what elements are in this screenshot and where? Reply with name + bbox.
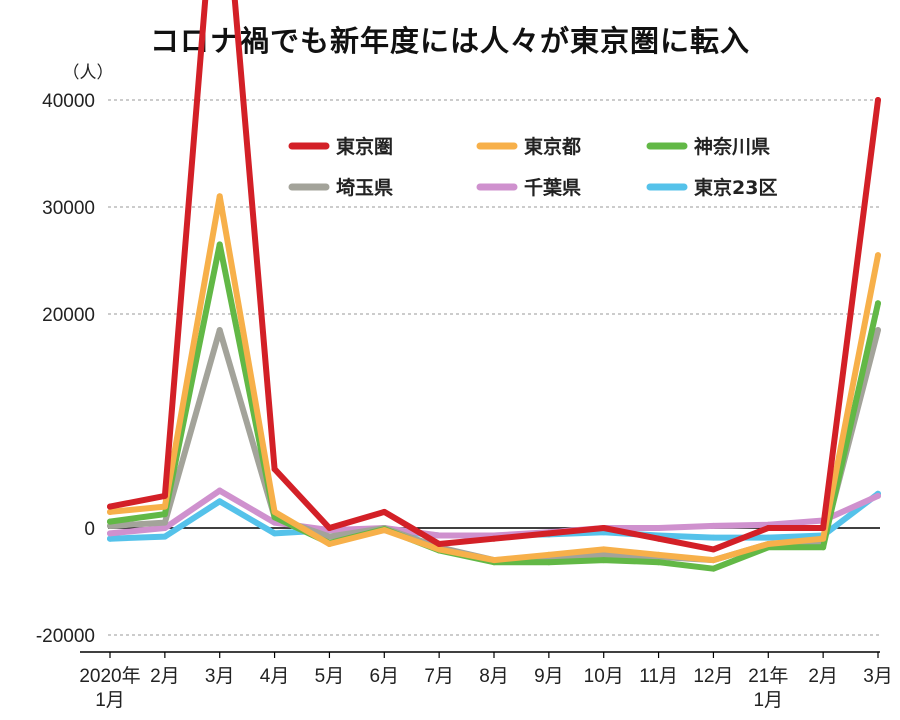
data-point bbox=[271, 508, 278, 515]
y-tick-label: 80000 bbox=[42, 0, 95, 5]
data-point bbox=[216, 327, 223, 334]
x-tick-label: 5月 bbox=[315, 666, 345, 687]
data-point bbox=[107, 530, 113, 537]
data-point bbox=[436, 546, 443, 553]
data-point bbox=[545, 530, 552, 537]
x-tick-label: 7月 bbox=[424, 666, 454, 687]
data-point bbox=[710, 546, 717, 553]
data-point bbox=[875, 327, 881, 334]
data-point bbox=[216, 241, 223, 248]
data-point bbox=[820, 535, 827, 542]
data-point bbox=[820, 544, 827, 551]
data-point bbox=[491, 535, 497, 542]
x-tick-label: 10月 bbox=[584, 666, 624, 687]
x-tick-label: 9月 bbox=[534, 666, 564, 687]
data-point bbox=[216, 487, 223, 494]
data-point bbox=[600, 525, 607, 531]
x-tick-label: 6月 bbox=[369, 666, 399, 687]
data-point bbox=[271, 530, 278, 537]
y-tick-label: 20000 bbox=[42, 305, 95, 326]
data-point bbox=[326, 541, 333, 548]
legend-label: 千葉県 bbox=[524, 177, 581, 199]
data-point bbox=[655, 525, 662, 531]
data-point bbox=[107, 503, 113, 510]
data-point bbox=[107, 518, 113, 525]
data-point bbox=[820, 525, 827, 531]
data-point bbox=[710, 522, 717, 529]
legend-label: 東京圏 bbox=[336, 135, 393, 158]
data-point bbox=[161, 519, 168, 526]
data-point bbox=[161, 492, 168, 499]
data-point bbox=[875, 252, 881, 259]
data-point bbox=[491, 557, 497, 564]
x-tick-label: 2月 bbox=[808, 666, 838, 687]
data-point bbox=[600, 546, 607, 553]
data-point bbox=[107, 535, 113, 542]
data-point bbox=[161, 511, 168, 518]
x-tick-label: 21年 1月 bbox=[748, 665, 788, 711]
data-point bbox=[600, 557, 607, 564]
x-tick-label: 2020年 1月 bbox=[79, 665, 140, 711]
data-point bbox=[710, 534, 717, 541]
data-point bbox=[161, 533, 168, 540]
data-point bbox=[161, 525, 168, 531]
data-point bbox=[545, 559, 552, 566]
data-point bbox=[436, 532, 443, 539]
data-point bbox=[875, 492, 881, 499]
data-point bbox=[765, 525, 772, 531]
data-point bbox=[655, 535, 662, 542]
chart-title: コロナ禍でも新年度には人々が東京圏に転入 bbox=[149, 24, 750, 58]
y-tick-label: 40000 bbox=[42, 91, 95, 112]
y-tick-label: 0 bbox=[84, 519, 95, 540]
x-tick-label: 11月 bbox=[639, 666, 678, 687]
data-point bbox=[381, 508, 388, 515]
legend-label: 神奈川県 bbox=[694, 135, 770, 158]
data-point bbox=[326, 525, 333, 531]
data-point bbox=[875, 300, 881, 307]
data-point bbox=[436, 541, 443, 548]
data-point bbox=[326, 533, 333, 540]
x-tick-label: 12月 bbox=[693, 666, 733, 687]
legend-label: 埼玉県 bbox=[336, 176, 393, 199]
x-tick-label: 3月 bbox=[863, 666, 893, 687]
data-point bbox=[710, 565, 717, 572]
y-tick-label: -20000 bbox=[36, 626, 95, 647]
data-point bbox=[216, 498, 223, 505]
data-point bbox=[161, 503, 168, 510]
x-tick-label: 4月 bbox=[260, 666, 290, 687]
legend-label: 東京都 bbox=[524, 135, 581, 158]
data-point bbox=[765, 534, 772, 541]
data-point bbox=[545, 551, 552, 558]
data-point bbox=[655, 551, 662, 558]
data-point bbox=[875, 97, 881, 103]
x-tick-label: 8月 bbox=[479, 666, 509, 687]
x-tick-label: 3月 bbox=[205, 666, 235, 687]
data-point bbox=[107, 508, 113, 515]
data-point bbox=[216, 193, 223, 200]
data-point bbox=[381, 527, 388, 534]
data-point bbox=[655, 559, 662, 566]
data-point bbox=[765, 541, 772, 548]
series-line-2 bbox=[107, 241, 881, 572]
y-tick-label: 30000 bbox=[42, 198, 95, 219]
data-point bbox=[710, 557, 717, 564]
x-tick-label: 2月 bbox=[150, 666, 180, 687]
data-point bbox=[600, 551, 607, 558]
legend-label: 東京23区 bbox=[694, 176, 777, 199]
data-point bbox=[271, 466, 278, 473]
y-axis-unit-label: （人） bbox=[63, 63, 114, 83]
